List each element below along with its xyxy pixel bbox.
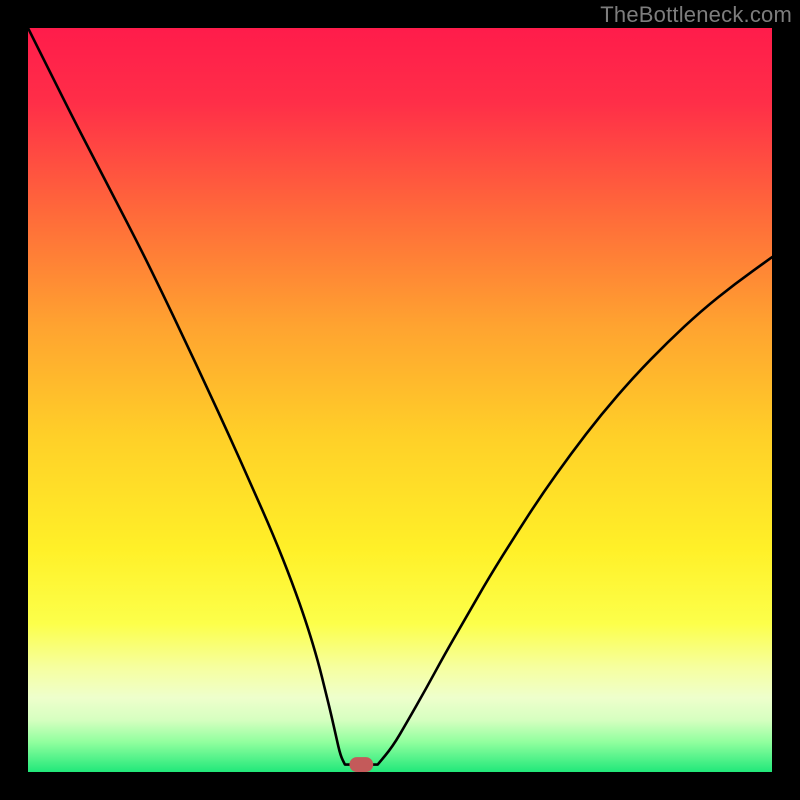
bottleneck-curve [28, 28, 772, 765]
curve-overlay [28, 28, 772, 772]
watermark-text: TheBottleneck.com [600, 2, 792, 28]
chart-stage: TheBottleneck.com [0, 0, 800, 800]
plot-area [28, 28, 772, 772]
bottleneck-marker [349, 757, 373, 772]
